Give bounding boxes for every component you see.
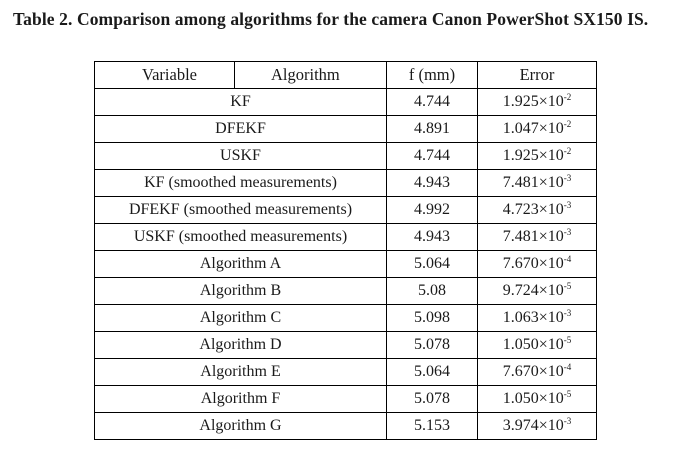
row-error-value: 1.050×10-5 bbox=[477, 385, 597, 413]
row-error-value: 9.724×10-5 bbox=[477, 277, 597, 305]
row-algorithm-name: Algorithm G bbox=[94, 412, 387, 440]
row-error-value: 1.050×10-5 bbox=[477, 331, 597, 359]
error-exponent: -5 bbox=[563, 335, 572, 345]
row-algorithm-name: Algorithm A bbox=[94, 250, 387, 278]
error-exponent: -3 bbox=[563, 416, 572, 426]
error-mantissa: 4.723×10 bbox=[502, 201, 564, 218]
row-algorithm-name: Algorithm F bbox=[94, 385, 387, 413]
header-variable: Variable bbox=[94, 61, 235, 89]
error-mantissa: 1.050×10 bbox=[502, 336, 564, 353]
error-mantissa: 7.481×10 bbox=[502, 228, 564, 245]
error-mantissa: 7.670×10 bbox=[502, 363, 564, 380]
table-row: KF (smoothed measurements) 4.943 7.481×10-… bbox=[94, 169, 597, 197]
error-mantissa: 1.047×10 bbox=[502, 120, 564, 137]
error-exponent: -5 bbox=[563, 281, 572, 291]
table-row: USKF (smoothed measurements) 4.943 7.481×1… bbox=[94, 223, 597, 251]
header-row: Variable Algorithm f (mm) Error bbox=[94, 61, 597, 89]
row-algorithm-name: KF (smoothed measurements) bbox=[94, 169, 387, 197]
row-algorithm-name: DFEKF bbox=[94, 115, 387, 143]
error-mantissa: 9.724×10 bbox=[502, 282, 564, 299]
error-exponent: -5 bbox=[563, 389, 572, 399]
error-mantissa: 1.925×10 bbox=[502, 147, 564, 164]
error-exponent: -2 bbox=[563, 119, 572, 129]
error-exponent: -3 bbox=[563, 173, 572, 183]
row-f-value: 5.078 bbox=[386, 385, 478, 413]
table-row: USKF 4.744 1.925×10-2 bbox=[94, 142, 597, 170]
row-algorithm-name: Algorithm D bbox=[94, 331, 387, 359]
error-mantissa: 1.063×10 bbox=[502, 309, 564, 326]
row-error-value: 3.974×10-3 bbox=[477, 412, 597, 440]
table-row: Algorithm B 5.08 9.724×10-5 bbox=[94, 277, 597, 305]
row-algorithm-name: DFEKF (smoothed measurements) bbox=[94, 196, 387, 224]
row-error-value: 1.925×10-2 bbox=[477, 88, 597, 116]
row-f-value: 4.943 bbox=[386, 223, 478, 251]
row-algorithm-name: USKF bbox=[94, 142, 387, 170]
header-algorithm: Algorithm bbox=[234, 61, 387, 89]
row-algorithm-name: Algorithm B bbox=[94, 277, 387, 305]
row-error-value: 1.047×10-2 bbox=[477, 115, 597, 143]
error-exponent: -3 bbox=[563, 227, 572, 237]
comparison-table: Variable Algorithm f (mm) Error KF 4.744 1… bbox=[94, 61, 597, 440]
error-exponent: -2 bbox=[563, 146, 572, 156]
row-error-value: 4.723×10-3 bbox=[477, 196, 597, 224]
row-f-value: 4.943 bbox=[386, 169, 478, 197]
table-row: Algorithm E 5.064 7.670×10-4 bbox=[94, 358, 597, 386]
row-error-value: 1.063×10-3 bbox=[477, 304, 597, 332]
table-row: Algorithm D 5.078 1.050×10-5 bbox=[94, 331, 597, 359]
table-caption: Table 2. Comparison among algorithms for… bbox=[13, 9, 649, 29]
row-error-value: 7.481×10-3 bbox=[477, 169, 597, 197]
error-exponent: -3 bbox=[563, 200, 572, 210]
row-f-value: 4.891 bbox=[386, 115, 478, 143]
row-error-value: 1.925×10-2 bbox=[477, 142, 597, 170]
row-f-value: 5.08 bbox=[386, 277, 478, 305]
row-f-value: 4.744 bbox=[386, 142, 478, 170]
table-row: DFEKF (smoothed measurements) 4.992 4.723×… bbox=[94, 196, 597, 224]
table-body: KF 4.744 1.925×10-2 DFEKF 4.891 1.047×10-2 USK… bbox=[94, 88, 597, 440]
table-row: KF 4.744 1.925×10-2 bbox=[94, 88, 597, 116]
table-row: Algorithm A 5.064 7.670×10-4 bbox=[94, 250, 597, 278]
row-algorithm-name: Algorithm E bbox=[94, 358, 387, 386]
row-f-value: 5.064 bbox=[386, 250, 478, 278]
error-mantissa: 1.925×10 bbox=[502, 93, 564, 110]
table-row: DFEKF 4.891 1.047×10-2 bbox=[94, 115, 597, 143]
row-f-value: 5.153 bbox=[386, 412, 478, 440]
header-error: Error bbox=[477, 61, 597, 89]
error-exponent: -2 bbox=[563, 92, 572, 102]
table-row: Algorithm F 5.078 1.050×10-5 bbox=[94, 385, 597, 413]
row-f-value: 5.064 bbox=[386, 358, 478, 386]
error-exponent: -4 bbox=[563, 362, 572, 372]
row-f-value: 4.992 bbox=[386, 196, 478, 224]
row-f-value: 5.078 bbox=[386, 331, 478, 359]
error-exponent: -3 bbox=[563, 308, 572, 318]
row-error-value: 7.670×10-4 bbox=[477, 250, 597, 278]
error-mantissa: 7.481×10 bbox=[502, 174, 564, 191]
row-algorithm-name: USKF (smoothed measurements) bbox=[94, 223, 387, 251]
table-row: Algorithm C 5.098 1.063×10-3 bbox=[94, 304, 597, 332]
row-error-value: 7.670×10-4 bbox=[477, 358, 597, 386]
table-row: Algorithm G 5.153 3.974×10-3 bbox=[94, 412, 597, 440]
row-algorithm-name: Algorithm C bbox=[94, 304, 387, 332]
row-error-value: 7.481×10-3 bbox=[477, 223, 597, 251]
error-mantissa: 3.974×10 bbox=[502, 417, 564, 434]
error-exponent: -4 bbox=[563, 254, 572, 264]
row-f-value: 4.744 bbox=[386, 88, 478, 116]
header-f: f (mm) bbox=[386, 61, 478, 89]
row-algorithm-name: KF bbox=[94, 88, 387, 116]
row-f-value: 5.098 bbox=[386, 304, 478, 332]
error-mantissa: 7.670×10 bbox=[502, 255, 564, 272]
error-mantissa: 1.050×10 bbox=[502, 390, 564, 407]
